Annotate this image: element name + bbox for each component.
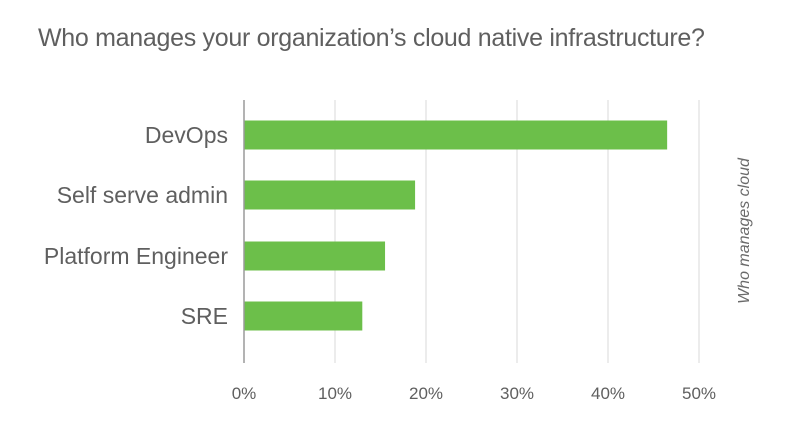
x-tick-label: 50% [682, 384, 716, 403]
bar [244, 301, 363, 331]
category-label: SRE [181, 303, 228, 329]
bars [244, 120, 668, 331]
category-label: DevOps [145, 122, 228, 148]
bar [244, 120, 668, 150]
category-label: Self serve admin [57, 182, 228, 208]
x-tick-label: 30% [500, 384, 534, 403]
x-tick-label: 10% [318, 384, 352, 403]
bar [244, 180, 416, 210]
category-label: Platform Engineer [44, 243, 228, 269]
side-axis-label: Who manages cloud [736, 157, 753, 304]
x-axis-tick-labels: 0% 10% 20% 30% 40% 50% [232, 384, 716, 403]
bar [244, 241, 386, 271]
category-labels: DevOps Self serve admin Platform Engineer S… [44, 122, 228, 329]
x-tick-label: 40% [591, 384, 625, 403]
x-tick-label: 20% [409, 384, 443, 403]
chart-title: Who manages your organization’s cloud na… [38, 24, 705, 52]
x-tick-label: 0% [232, 384, 257, 403]
